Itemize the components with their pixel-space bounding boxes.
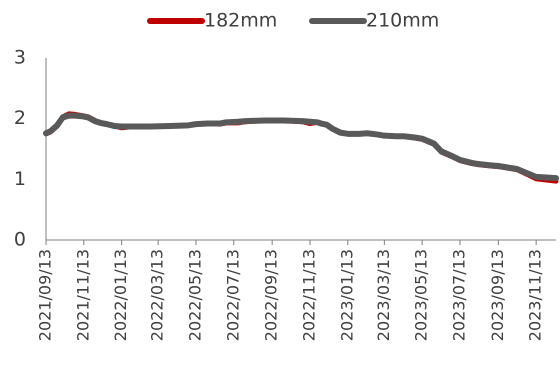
y-tick-label: 3	[14, 47, 26, 69]
x-tick-label: 2021/09/13	[36, 249, 55, 341]
x-tick-label: 2023/11/13	[526, 249, 545, 341]
x-tick-label: 2022/03/13	[148, 249, 167, 341]
x-tick-label: 2022/09/13	[262, 249, 281, 341]
x-tick-label: 2023/07/13	[449, 249, 468, 341]
x-tick-label: 2022/05/13	[185, 249, 204, 341]
plot-area	[43, 111, 559, 184]
x-axis: 2021/09/13 2021/11/13 2022/01/13 2022/03/13…	[36, 239, 556, 341]
x-tick-label: 2022/07/13	[223, 249, 242, 341]
y-axis: 0 1 2 3	[14, 47, 47, 251]
y-tick-label: 1	[14, 168, 26, 190]
series-line-210mm	[43, 112, 559, 182]
x-tick-label: 2021/11/13	[73, 249, 92, 341]
x-tick-label: 2023/05/13	[412, 249, 431, 341]
x-tick-label: 2023/09/13	[488, 249, 507, 341]
x-tick-label: 2022/11/13	[299, 249, 318, 341]
x-tick-label: 2023/03/13	[374, 249, 393, 341]
legend-label-182mm: 182mm	[204, 10, 277, 32]
legend-label-210mm: 210mm	[366, 10, 439, 32]
x-tick-label: 2022/01/13	[111, 249, 130, 341]
y-tick-label: 0	[14, 229, 26, 251]
y-tick-label: 2	[14, 107, 26, 129]
x-tick-label: 2023/01/13	[337, 249, 356, 341]
legend: 182mm 210mm	[147, 10, 439, 32]
